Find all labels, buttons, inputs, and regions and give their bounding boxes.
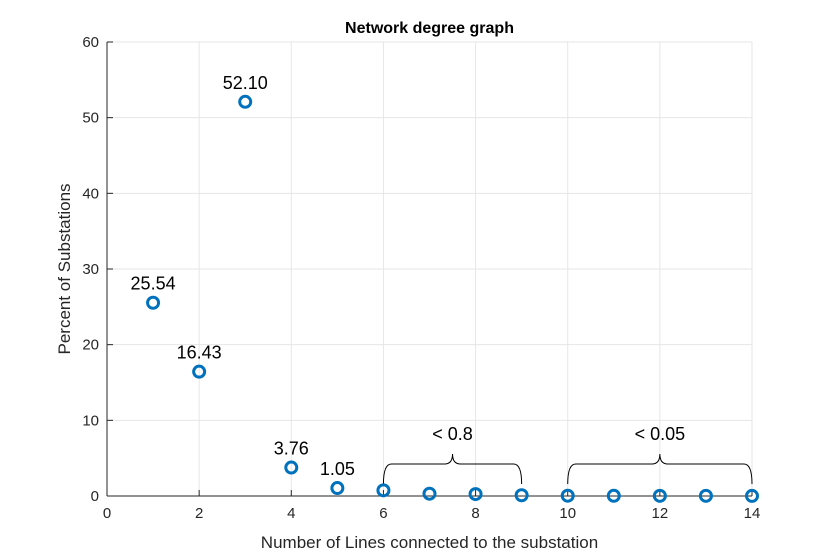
data-point	[745, 488, 759, 503]
y-axis-label: Percent of Substations	[55, 183, 74, 354]
x-tick-label: 14	[744, 505, 761, 522]
data-point	[284, 460, 299, 475]
data-label: 3.76	[274, 439, 309, 459]
data-labels: 25.54 16.43 52.10 3.76 1.05	[131, 73, 355, 479]
brace-label: < 0.8	[432, 424, 473, 444]
data-point	[192, 364, 207, 379]
x-tick-label: 2	[195, 505, 203, 522]
x-tick-label: 8	[471, 505, 479, 522]
data-points	[146, 94, 759, 503]
x-axis-label: Number of Lines connected to the substat…	[261, 533, 598, 552]
brace-annotation	[567, 453, 753, 485]
y-tick-label: 20	[82, 337, 99, 354]
y-tick-label: 60	[82, 34, 99, 51]
chart-title: Network degree graph	[345, 20, 514, 37]
data-point	[698, 488, 713, 503]
y-tick-label: 50	[82, 110, 99, 127]
data-point	[422, 486, 437, 501]
y-tick-label: 0	[91, 488, 99, 505]
annotations: < 0.8 < 0.05	[382, 424, 753, 485]
x-tick-label: 10	[559, 505, 576, 522]
data-point	[560, 488, 575, 503]
data-label: 25.54	[131, 274, 176, 294]
data-point	[606, 488, 621, 503]
brace-label: < 0.05	[635, 424, 686, 444]
data-point	[652, 488, 667, 503]
data-point	[514, 488, 529, 503]
x-tick-label: 12	[652, 505, 669, 522]
x-tick-label: 4	[287, 505, 295, 522]
brace-annotation	[382, 453, 523, 485]
data-point	[146, 295, 161, 310]
data-point	[238, 94, 253, 109]
data-point	[468, 487, 483, 502]
y-tick-label: 40	[82, 185, 99, 202]
y-tick-label: 10	[82, 412, 99, 429]
data-point	[376, 483, 391, 498]
data-label: 1.05	[320, 459, 355, 479]
data-point	[330, 481, 345, 496]
data-label: 52.10	[223, 73, 268, 93]
grid	[106, 41, 753, 497]
x-tick-label: 6	[379, 505, 387, 522]
x-tick-label: 0	[103, 505, 111, 522]
ticks: 0 2 4 6 8 10 12 14 0 10 20 30 40 50 60	[82, 34, 760, 522]
y-tick-label: 30	[82, 261, 99, 278]
data-label: 16.43	[177, 343, 222, 363]
